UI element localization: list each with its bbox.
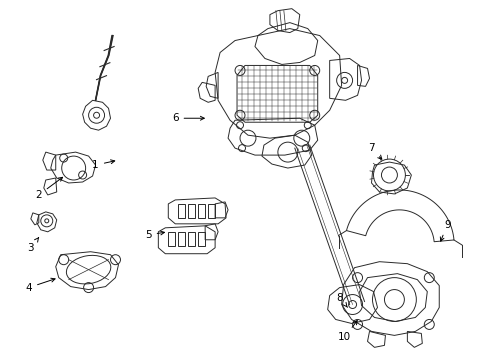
Text: 8: 8	[336, 293, 347, 307]
Text: 5: 5	[145, 230, 165, 240]
Text: 1: 1	[92, 160, 115, 170]
Text: 10: 10	[338, 320, 357, 342]
Text: 2: 2	[35, 177, 63, 200]
Text: 4: 4	[25, 278, 55, 293]
Text: 7: 7	[368, 143, 382, 159]
Text: 9: 9	[441, 220, 450, 241]
Text: 6: 6	[172, 113, 204, 123]
Text: 3: 3	[27, 238, 39, 253]
